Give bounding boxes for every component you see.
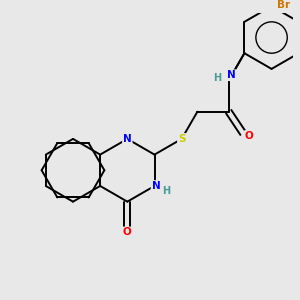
Text: N: N — [152, 181, 160, 191]
Text: O: O — [123, 227, 132, 238]
Text: Br: Br — [277, 0, 290, 10]
Text: H: H — [213, 73, 221, 82]
Text: H: H — [162, 186, 170, 196]
Text: N: N — [123, 134, 132, 144]
Text: O: O — [245, 131, 254, 141]
Text: S: S — [178, 134, 185, 144]
Text: N: N — [227, 70, 236, 80]
